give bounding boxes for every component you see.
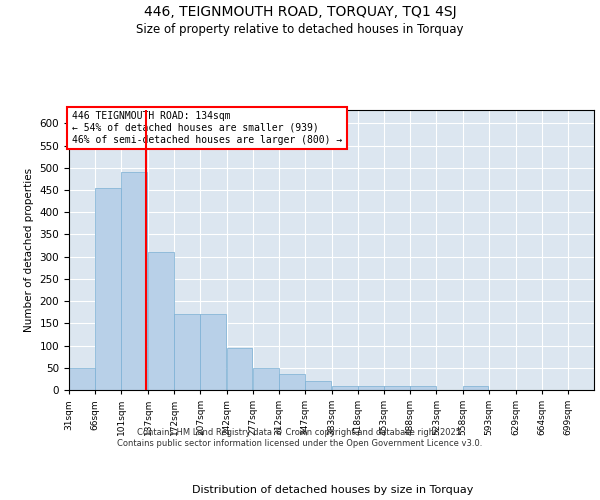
- Text: Distribution of detached houses by size in Torquay: Distribution of detached houses by size …: [193, 485, 473, 495]
- Bar: [384, 386, 410, 390]
- Bar: [69, 368, 95, 390]
- Text: 446, TEIGNMOUTH ROAD, TORQUAY, TQ1 4SJ: 446, TEIGNMOUTH ROAD, TORQUAY, TQ1 4SJ: [143, 5, 457, 19]
- Bar: [332, 386, 358, 390]
- Bar: [227, 348, 253, 390]
- Bar: [463, 386, 488, 390]
- Bar: [253, 368, 278, 390]
- Bar: [121, 172, 147, 390]
- Bar: [95, 188, 121, 390]
- Bar: [174, 314, 200, 390]
- Bar: [358, 386, 384, 390]
- Text: Size of property relative to detached houses in Torquay: Size of property relative to detached ho…: [136, 22, 464, 36]
- Bar: [279, 374, 305, 390]
- Y-axis label: Number of detached properties: Number of detached properties: [24, 168, 34, 332]
- Bar: [148, 252, 174, 390]
- Text: 446 TEIGNMOUTH ROAD: 134sqm
← 54% of detached houses are smaller (939)
46% of se: 446 TEIGNMOUTH ROAD: 134sqm ← 54% of det…: [71, 112, 342, 144]
- Bar: [305, 381, 331, 390]
- Bar: [200, 314, 226, 390]
- Bar: [410, 386, 436, 390]
- Text: Contains HM Land Registry data © Crown copyright and database right 2025.
Contai: Contains HM Land Registry data © Crown c…: [118, 428, 482, 448]
